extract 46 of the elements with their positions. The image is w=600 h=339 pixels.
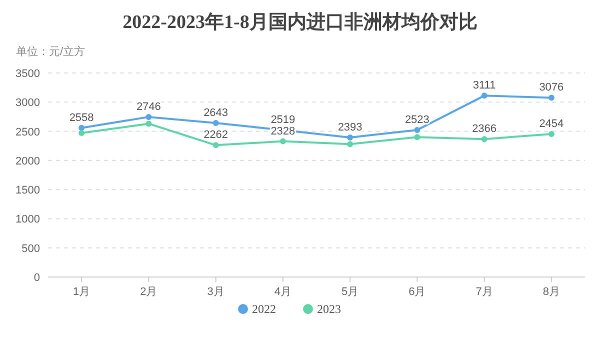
point	[280, 138, 286, 144]
x-tick-label: 1月	[73, 286, 90, 298]
point	[146, 120, 152, 127]
data-label: 2519	[270, 114, 296, 126]
data-label: 2643	[204, 106, 228, 119]
point	[481, 92, 488, 99]
data-label: 2746	[136, 100, 161, 113]
data-label: 2366	[472, 123, 497, 136]
x-tick-label: 3月	[207, 286, 224, 298]
point	[548, 94, 554, 101]
point	[347, 134, 354, 141]
data-label: 3076	[539, 82, 564, 94]
data-label: 2262	[204, 129, 228, 142]
point	[212, 120, 219, 126]
data-label: 3111	[472, 80, 496, 92]
point	[347, 141, 354, 148]
point	[414, 126, 420, 133]
point	[481, 136, 488, 142]
legend-label: 2022	[252, 302, 276, 316]
chart-title: 2022-2023年1-8月国内进口非洲材均价对比	[122, 11, 478, 33]
data-label: 2454	[539, 118, 564, 130]
point	[146, 114, 152, 120]
x-tick-label: 6月	[408, 286, 426, 298]
point	[212, 142, 219, 148]
x-tick-label: 4月	[274, 286, 292, 298]
y-tick-label: 2000	[16, 155, 40, 168]
point	[414, 134, 420, 140]
y-tick-label: 0	[34, 272, 40, 284]
x-tick-label: 7月	[476, 286, 493, 298]
y-tick-label: 500	[22, 242, 40, 255]
x-tick-label: 5月	[342, 286, 359, 298]
data-label: 2393	[338, 122, 362, 134]
point	[78, 130, 85, 136]
x-tick-label: 2月	[140, 286, 158, 298]
point	[548, 130, 554, 137]
y-axis-title: 单位：元/立方	[16, 45, 86, 58]
y-tick-label: 2500	[16, 126, 40, 138]
data-label: 2523	[404, 114, 430, 126]
x-tick-label: 8月	[542, 286, 560, 298]
y-tick-label: 3500	[16, 68, 40, 80]
y-tick-label: 1000	[16, 214, 40, 226]
y-tick-label: 3000	[16, 97, 40, 110]
legend-label: 2023	[317, 302, 341, 316]
y-tick-label: 1500	[16, 184, 40, 197]
point	[78, 124, 85, 131]
data-label: 2558	[69, 112, 94, 124]
